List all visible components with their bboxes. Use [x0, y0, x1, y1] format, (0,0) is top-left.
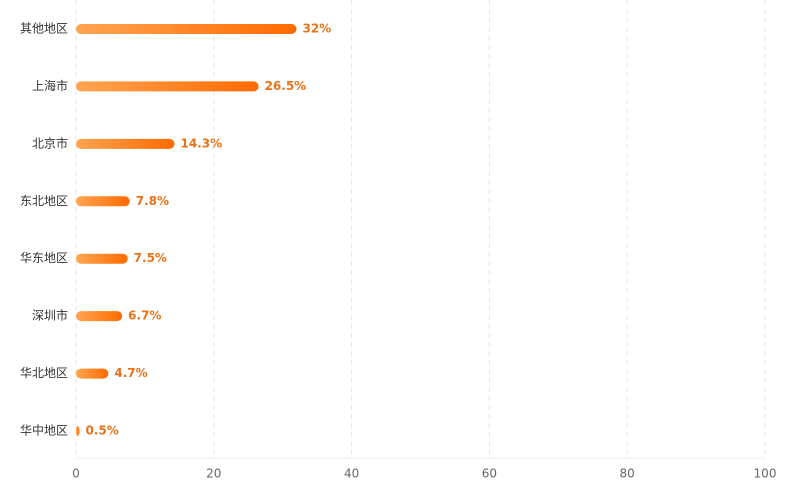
bar: [76, 24, 297, 34]
y-tick-label: 华中地区: [20, 423, 68, 438]
bar: [76, 368, 109, 379]
value-label: 26.5%: [265, 79, 307, 93]
value-label: 7.5%: [134, 251, 167, 265]
bar: [76, 196, 130, 207]
bar: [76, 253, 128, 264]
bar: [76, 426, 80, 437]
value-label: 14.3%: [181, 136, 223, 150]
y-tick-label: 上海市: [32, 78, 68, 93]
x-tick-label: 0: [72, 467, 80, 481]
x-tick-label: 40: [344, 467, 359, 481]
bar: [76, 311, 123, 322]
value-label: 7.8%: [136, 194, 169, 208]
y-tick-label: 华东地区: [20, 251, 68, 265]
y-tick-label: 东北地区: [20, 194, 68, 208]
x-tick-label: 60: [482, 467, 497, 481]
bar: [76, 138, 175, 149]
y-tick-label: 华北地区: [20, 366, 68, 380]
x-tick-label: 20: [206, 467, 221, 481]
value-label: 6.7%: [128, 309, 161, 323]
value-label: 4.7%: [114, 366, 147, 380]
x-tick-label: 80: [620, 467, 635, 481]
value-label: 32%: [302, 22, 331, 36]
y-tick-label: 深圳市: [32, 308, 68, 323]
y-tick-label: 其他地区: [20, 22, 68, 36]
value-label: 0.5%: [85, 424, 118, 438]
bar: [76, 81, 259, 92]
y-tick-label: 北京市: [32, 135, 68, 150]
x-tick-label: 100: [754, 467, 777, 481]
